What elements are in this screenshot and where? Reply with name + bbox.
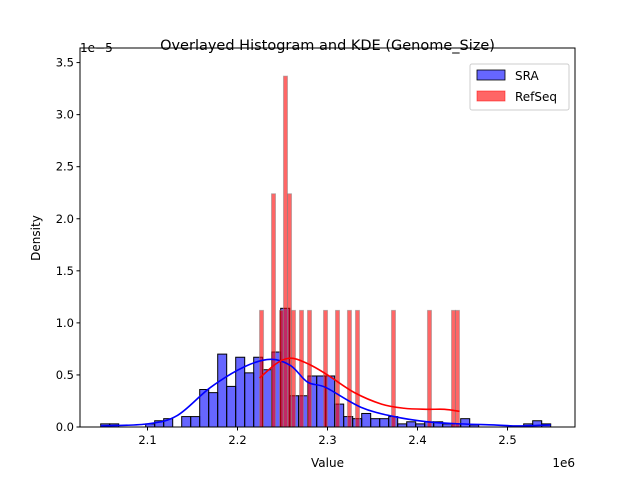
y-axis-label: Density <box>29 215 43 261</box>
histogram-bar-refseq <box>390 309 396 428</box>
y-tick-label: 2.0 <box>56 212 74 226</box>
histogram-bar-sra <box>190 416 201 428</box>
x-tick-label: 2.4 <box>408 433 426 447</box>
histogram-bar-sra <box>208 392 219 428</box>
x-tick-label: 2.3 <box>318 433 336 447</box>
legend-swatch-sra <box>476 69 506 81</box>
y-tick-label: 2.5 <box>56 160 74 174</box>
kde-line-refseq <box>259 357 460 413</box>
histogram-bar-sra <box>361 412 372 428</box>
y-offset-label: 1e−5 <box>80 41 113 55</box>
y-tick-label: 0.5 <box>56 368 74 382</box>
histogram-bar-refseq <box>346 309 352 428</box>
histogram-bar-sra <box>217 353 228 428</box>
y-tick-label: 1.0 <box>56 316 74 330</box>
legend-label-sra: SRA <box>515 69 539 83</box>
histogram-bar-refseq <box>298 309 304 428</box>
histogram-bar-sra <box>262 369 273 428</box>
histogram-bar-sra <box>370 418 381 428</box>
histogram-bar-sra <box>181 416 192 428</box>
y-tick-label: 3.5 <box>56 56 74 70</box>
legend: SRA RefSeq <box>469 63 570 111</box>
histogram-bar-sra <box>379 418 390 428</box>
histogram-bar-refseq <box>354 309 360 428</box>
kde-line-sra <box>100 358 551 427</box>
histogram-bar-refseq <box>282 75 288 428</box>
histogram-bar-refseq <box>307 309 312 428</box>
x-tick-label: 2.5 <box>498 433 516 447</box>
x-offset-label: 1e6 <box>552 456 575 470</box>
chart-title: Overlayed Histogram and KDE (Genome_Size… <box>160 38 495 54</box>
histogram-bar-sra <box>244 372 255 428</box>
y-tick-label: 3.0 <box>56 108 74 122</box>
legend-swatch-refseq <box>476 90 506 102</box>
y-tick-label: 0.0 <box>56 420 74 434</box>
x-tick-label: 2.1 <box>138 433 156 447</box>
y-tick-label: 1.5 <box>56 264 74 278</box>
histogram-bar-refseq <box>279 309 285 428</box>
histogram-bar-refseq <box>259 309 265 428</box>
histogram-bar-refseq <box>334 309 340 428</box>
histogram-bar-sra <box>460 418 471 428</box>
histogram-bar-refseq <box>271 193 276 428</box>
histogram-bar-refseq <box>323 309 329 428</box>
x-axis-label: Value <box>311 456 344 470</box>
histogram-bar-sra <box>226 385 237 428</box>
x-tick-label: 2.2 <box>228 433 246 447</box>
histogram-bar-sra <box>406 421 417 428</box>
legend-label-refseq: RefSeq <box>515 90 557 104</box>
histogram-bar-refseq <box>287 193 293 428</box>
histogram-bar-refseq <box>454 309 460 428</box>
